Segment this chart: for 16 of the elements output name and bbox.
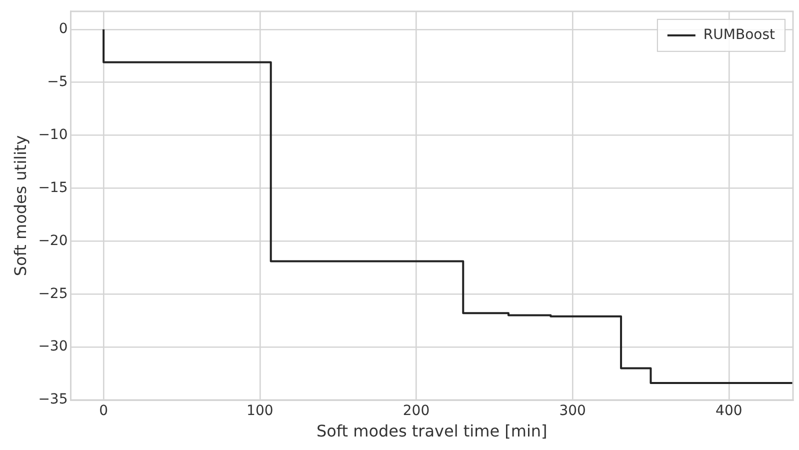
x-tick-label: 100 <box>246 403 274 420</box>
y-tick-label: −20 <box>38 232 68 249</box>
y-tick-label: −5 <box>47 74 68 90</box>
y-axis-title: Soft modes utility <box>10 135 30 276</box>
y-tick-label: −15 <box>38 180 68 196</box>
x-tick-label: 300 <box>559 403 586 420</box>
legend-label: RUMBoost <box>703 27 776 44</box>
x-tick-label: 200 <box>402 403 430 420</box>
x-axis-title: Soft modes travel time [min] <box>316 422 548 441</box>
y-tick-label: −10 <box>38 126 68 143</box>
x-tick-label: 0 <box>99 403 108 420</box>
y-tick-label: −30 <box>38 338 68 355</box>
y-tick-label: 0 <box>58 21 68 38</box>
y-tick-label: −25 <box>38 286 68 302</box>
x-tick-label: 400 <box>716 403 742 420</box>
y-tick-label: −35 <box>38 392 68 408</box>
